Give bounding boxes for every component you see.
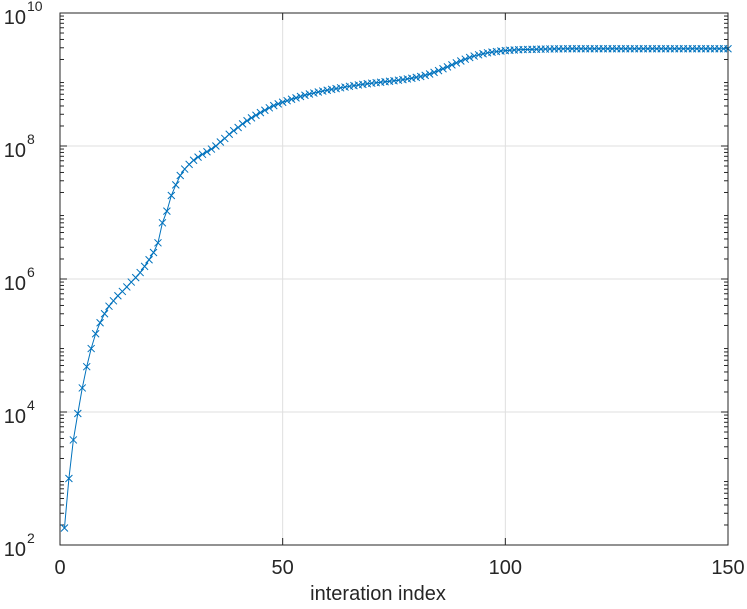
x-tick-label: 150 <box>711 557 744 579</box>
data-point-marker <box>243 116 251 125</box>
data-point-marker <box>479 49 487 58</box>
y-tick-label-base: 10 <box>4 273 26 295</box>
data-point-marker <box>416 72 425 81</box>
y-tick-label-base: 10 <box>4 406 26 428</box>
data-point-marker <box>96 318 104 327</box>
data-point-marker <box>465 53 474 62</box>
data-point-marker <box>314 88 323 96</box>
y-tick-label-base: 10 <box>4 7 26 29</box>
data-point-marker <box>203 147 211 156</box>
data-point-marker <box>287 95 296 104</box>
minor-ticks <box>60 15 728 526</box>
y-tick-label-base: 10 <box>4 539 26 561</box>
data-point-marker <box>82 362 91 371</box>
data-point-marker <box>100 309 109 318</box>
data-point-marker <box>136 268 145 277</box>
data-point-marker <box>283 96 291 105</box>
data-point-marker <box>412 73 421 82</box>
data-point-marker <box>87 344 96 353</box>
data-point-marker <box>65 474 73 483</box>
data-point-marker <box>158 218 167 227</box>
data-point-marker <box>305 90 314 98</box>
x-tick-label: 100 <box>489 557 522 579</box>
x-axis-label: interation index <box>310 583 446 604</box>
data-point-marker <box>238 120 247 128</box>
y-tick-label: 106 <box>4 264 35 295</box>
data-point-marker <box>140 262 149 271</box>
data-point-marker <box>194 153 202 161</box>
data-point-marker <box>265 103 274 112</box>
series-line <box>63 48 728 529</box>
data-point-marker <box>470 52 479 60</box>
data-point-marker <box>225 130 234 139</box>
data-point-marker <box>296 92 305 101</box>
data-point-marker <box>91 329 100 338</box>
x-tick-label: 50 <box>272 557 294 579</box>
data-point-marker <box>461 55 470 64</box>
data-point-marker <box>301 91 309 100</box>
data-point-marker <box>474 50 483 59</box>
y-tick-label: 108 <box>4 131 35 162</box>
data-point-marker <box>309 89 318 97</box>
data-point-marker <box>198 150 207 159</box>
data-point-marker <box>260 106 269 115</box>
y-tick-label-power: 2 <box>27 530 35 546</box>
data-point-marker <box>278 98 287 107</box>
data-point-marker <box>443 62 452 71</box>
data-point-marker <box>439 64 447 73</box>
data-point-marker <box>247 114 256 122</box>
data-point-marker <box>176 171 185 180</box>
data-point-marker <box>256 108 265 117</box>
data-point-marker <box>163 207 171 215</box>
series-plot <box>60 44 732 532</box>
x-tick-label: 0 <box>54 557 65 579</box>
y-tick-label-power: 10 <box>27 0 43 14</box>
y-tick-label: 104 <box>4 397 35 428</box>
data-point-marker <box>234 123 242 132</box>
plot-frame <box>59 12 729 546</box>
data-point-marker <box>430 68 438 77</box>
y-tick-label: 102 <box>4 530 35 561</box>
data-point-marker <box>60 524 69 532</box>
data-point-marker <box>452 58 461 67</box>
data-point-marker <box>78 384 87 392</box>
data-point-marker <box>269 101 278 110</box>
y-tick-label-base: 10 <box>4 140 26 162</box>
data-point-marker <box>105 302 113 311</box>
data-point-marker <box>274 100 283 108</box>
data-point-marker <box>448 61 456 69</box>
x-tick-labels: 0 50 100 150 <box>54 557 744 579</box>
data-point-marker <box>252 111 260 120</box>
data-point-marker <box>167 191 176 200</box>
data-point-marker <box>69 436 78 444</box>
data-point-marker <box>421 71 430 80</box>
data-point-marker <box>145 255 153 264</box>
data-point-marker <box>292 93 300 102</box>
data-point-marker <box>73 409 82 418</box>
data-point-marker <box>154 238 162 247</box>
data-point-marker <box>434 66 443 75</box>
data-point-marker <box>456 57 465 65</box>
data-point-marker <box>229 126 238 135</box>
data-point-marker <box>189 156 198 165</box>
data-point-marker <box>207 145 216 153</box>
y-tick-label-power: 6 <box>27 264 35 280</box>
y-tick-label-power: 8 <box>27 131 35 147</box>
y-tick-label-power: 4 <box>27 397 35 413</box>
data-point-marker <box>216 138 225 146</box>
data-point-marker <box>425 70 434 78</box>
data-point-marker <box>171 181 180 189</box>
data-point-marker <box>149 248 158 257</box>
